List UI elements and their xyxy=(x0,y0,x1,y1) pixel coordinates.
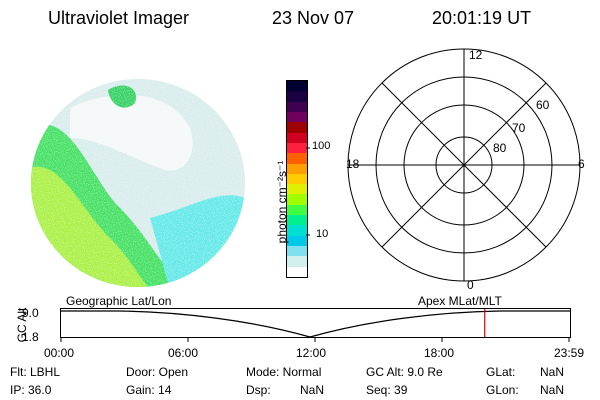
gc-alt-readout: GC Alt: 9.0 Re xyxy=(366,365,443,379)
gain-readout: Gain: 14 xyxy=(126,383,172,397)
colorbar-swatch xyxy=(287,122,307,133)
timeline-x-tick-0: 00:00 xyxy=(44,346,75,360)
seq-readout: Seq: 39 xyxy=(366,383,408,397)
mlt-label-6: 6 xyxy=(578,157,585,171)
time-label: 20:01:19 UT xyxy=(432,8,532,28)
colorbar-swatch xyxy=(287,256,307,267)
mlt-label-18: 18 xyxy=(346,157,360,171)
colorbar-swatch xyxy=(287,246,307,257)
mode-readout: Mode: Normal xyxy=(246,365,322,379)
glon-value: NaN xyxy=(540,383,565,397)
instrument-title: Ultraviolet Imager xyxy=(48,8,190,28)
mlt-label-0: 0 xyxy=(467,278,474,292)
lat-label-80: 80 xyxy=(493,141,507,155)
colorbar-swatch xyxy=(287,235,307,246)
colorbar-swatch xyxy=(287,184,307,195)
filter-readout: Flt: LBHL xyxy=(10,365,61,379)
colorbar-swatch xyxy=(287,91,307,102)
colorbar-swatch xyxy=(287,173,307,185)
dsp-value: NaN xyxy=(300,383,325,397)
colorbar-tick-100: 100 xyxy=(312,140,331,152)
colorbar-swatch xyxy=(287,132,307,143)
colorbar-swatch xyxy=(287,111,307,123)
date-label: 23 Nov 07 xyxy=(272,8,355,28)
colorbar-swatch xyxy=(287,163,307,174)
colorbar-tick-10: 10 xyxy=(316,228,329,240)
color-bar xyxy=(286,80,308,278)
colorbar-swatch xyxy=(287,81,307,92)
colorbar-label: photon cm⁻²s⁻¹ xyxy=(275,160,289,244)
polar-mlt-plot xyxy=(347,48,581,282)
dsp-label: Dsp: xyxy=(246,383,271,397)
color-bar-ticks xyxy=(306,147,310,236)
colorbar-swatch xyxy=(287,153,307,164)
colorbar-swatch xyxy=(287,225,307,236)
timeline-x-tick-4: 23:59 xyxy=(554,346,585,360)
timeline-right-label: Apex MLat/MLT xyxy=(418,294,502,308)
auroral-image xyxy=(31,79,245,287)
ip-readout: IP: 36.0 xyxy=(10,383,52,397)
timeline-y-tick-bottom: 1.8 xyxy=(22,330,39,344)
timeline-left-label: Geographic Lat/Lon xyxy=(66,294,172,308)
timeline-x-tick-2: 12:00 xyxy=(296,346,327,360)
timeline-x-tick-1: 06:00 xyxy=(168,346,199,360)
colorbar-swatch xyxy=(287,215,307,226)
door-readout: Door: Open xyxy=(126,365,189,379)
colorbar-swatch xyxy=(287,142,307,154)
timeline-x-tick-3: 18:00 xyxy=(424,346,455,360)
lat-label-70: 70 xyxy=(512,121,526,135)
glat-value: NaN xyxy=(540,365,565,379)
lat-label-60: 60 xyxy=(536,98,550,112)
colorbar-swatch xyxy=(287,266,307,277)
colorbar-swatch xyxy=(287,101,307,112)
glat-label: GLat: xyxy=(486,365,516,379)
colorbar-swatch xyxy=(287,204,307,216)
timeline-plot xyxy=(60,308,571,342)
glon-label: GLon: xyxy=(486,383,519,397)
timeline-y-tick-top: 9.0 xyxy=(22,306,39,320)
colorbar-swatch xyxy=(287,194,307,205)
mlt-label-12: 12 xyxy=(469,48,483,62)
